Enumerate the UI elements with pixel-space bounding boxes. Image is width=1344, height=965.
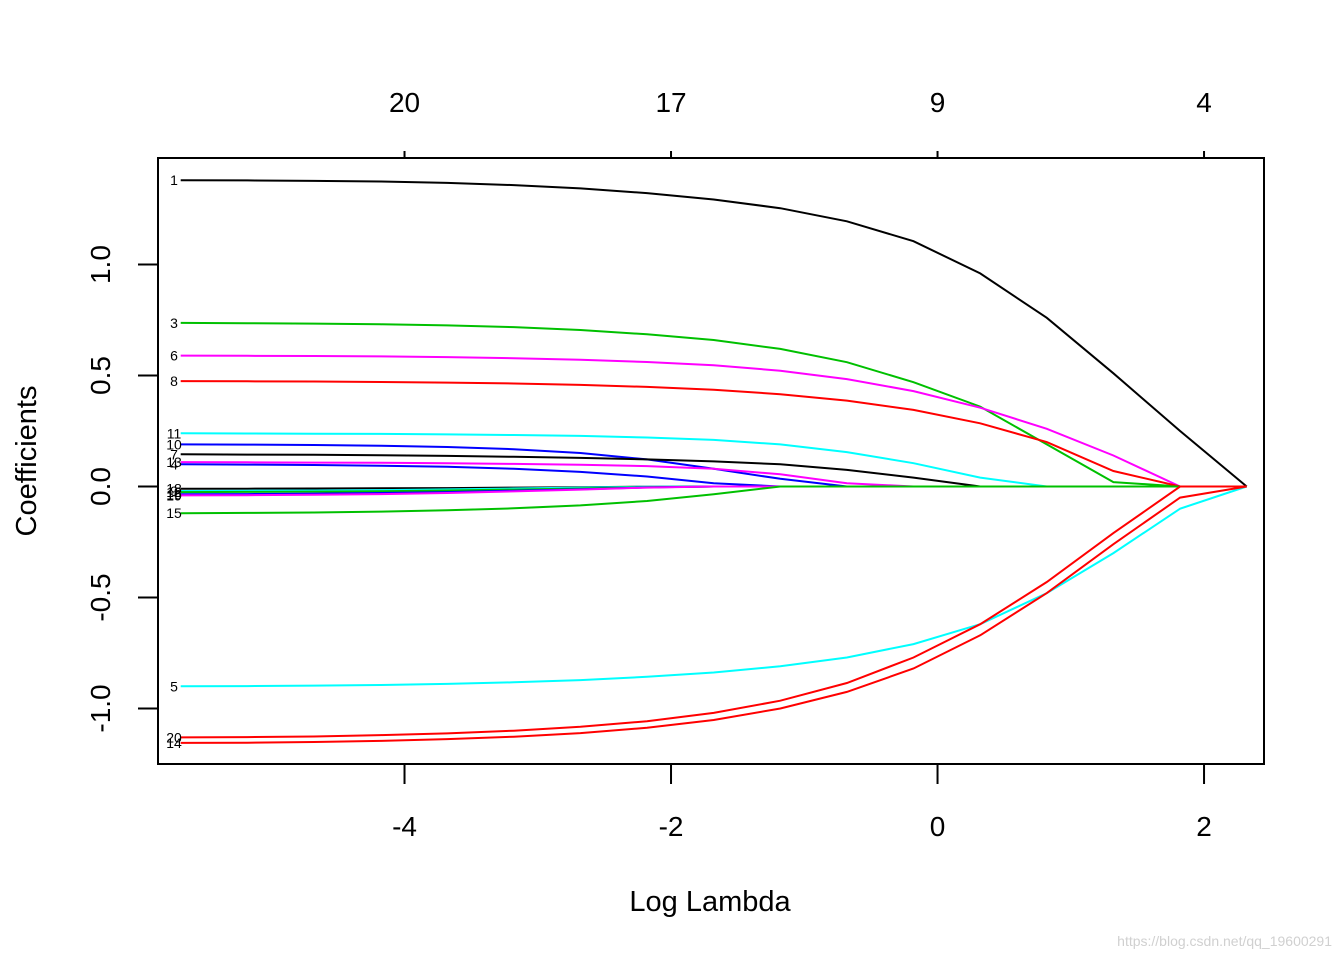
y-tick-label: -1.0 — [85, 684, 116, 732]
series-label-7: 7 — [170, 446, 178, 462]
top-axis: 20 17 9 4 — [389, 87, 1212, 158]
series-line-6 — [180, 354, 1247, 488]
series-label-9: 9 — [170, 483, 178, 499]
series-label-5: 5 — [170, 678, 178, 694]
series-label-15: 15 — [166, 505, 182, 521]
series-line-5 — [180, 485, 1248, 688]
series-label-10: 10 — [166, 436, 182, 452]
series-label-1: 1 — [170, 172, 178, 188]
series-label-4: 4 — [170, 456, 178, 472]
series-line-3 — [180, 321, 1247, 488]
series-line-15 — [180, 485, 1247, 515]
y-axis-title: Coefficients — [11, 386, 43, 537]
y-tick-label: -0.5 — [85, 573, 116, 621]
x-tick-label: 0 — [930, 811, 946, 842]
series-line-14 — [180, 485, 1247, 744]
plot-frame — [157, 157, 1265, 765]
series-label-11: 11 — [167, 425, 182, 441]
x-tick-label: -2 — [659, 811, 684, 842]
series-label-3: 3 — [170, 315, 178, 331]
x-tick-label: 2 — [1196, 811, 1212, 842]
series-group — [180, 179, 1248, 744]
series-line-8 — [180, 380, 1247, 488]
series-label-18: 18 — [166, 481, 182, 497]
watermark-text: https://blog.csdn.net/qq_19600291 — [1117, 933, 1332, 949]
series-label-6: 6 — [170, 348, 178, 364]
top-tick-label: 9 — [930, 87, 946, 118]
series-line-20 — [180, 485, 1247, 739]
top-tick-label: 4 — [1196, 87, 1212, 118]
y-tick-label: 0.5 — [85, 356, 116, 395]
top-tick-label: 17 — [655, 87, 686, 118]
y-tick-label: 0.0 — [85, 467, 116, 506]
top-tick-label: 20 — [389, 87, 420, 118]
series-label-12: 12 — [166, 484, 182, 500]
series-label-19: 19 — [166, 487, 182, 503]
series-label-8: 8 — [170, 373, 178, 389]
x-axis: -4 -2 0 2 — [392, 764, 1212, 842]
series-label-13: 13 — [166, 454, 182, 470]
series-label-20: 20 — [166, 729, 182, 745]
series-label-14: 14 — [166, 735, 182, 751]
x-axis-title: Log Lambda — [629, 886, 791, 918]
y-axis: -1.0 -0.5 0.0 0.5 1.0 — [85, 245, 158, 733]
series-label-16: 16 — [166, 486, 182, 502]
y-tick-label: 1.0 — [85, 245, 116, 284]
series-line-1 — [180, 179, 1248, 488]
x-tick-label: -4 — [392, 811, 417, 842]
